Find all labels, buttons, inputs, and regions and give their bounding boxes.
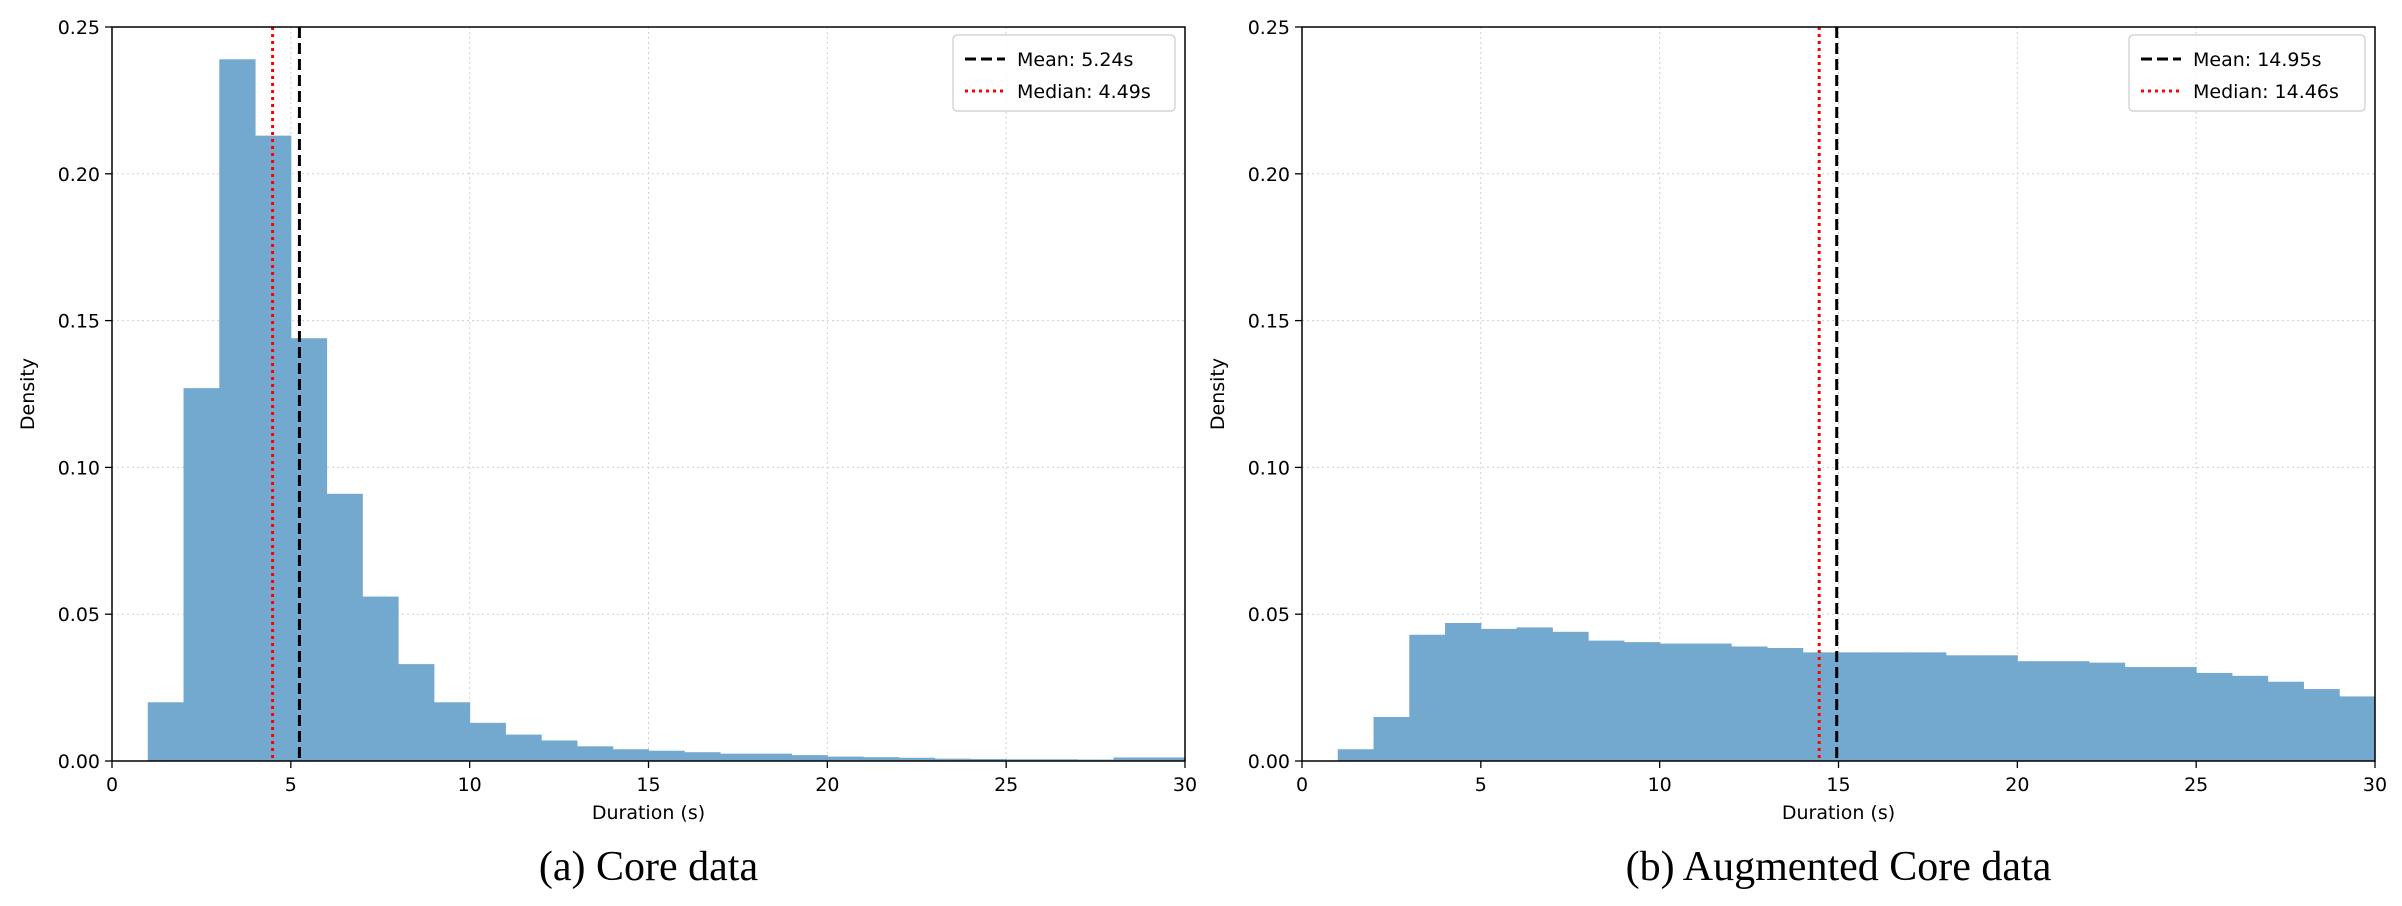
- chart-panel-1: 0 5 10 15 20 25 30 0.00 0.05 0.10 0.15 0.20 0.25 Dura…: [17, 17, 1197, 890]
- histogram-bar: [2196, 672, 2233, 761]
- y-axis-label: Density: [17, 358, 39, 430]
- legend-box: [952, 34, 1176, 112]
- histogram-bar: [398, 664, 435, 761]
- x-tick-label: 0: [1296, 774, 1308, 796]
- histogram-bar: [648, 750, 685, 761]
- legend-entry: Mean: 5.24s: [1017, 49, 1133, 71]
- legend-box: [2128, 34, 2366, 112]
- histogram-bar: [1731, 646, 1768, 761]
- x-tick-label: 10: [458, 774, 482, 796]
- histogram-bar: [219, 59, 256, 761]
- x-tick-label: 10: [1648, 774, 1672, 796]
- y-tick-label: 0.10: [58, 457, 100, 479]
- histogram-bar: [433, 702, 471, 761]
- y-tick-label: 0.15: [58, 311, 100, 333]
- histogram-bar: [2088, 662, 2126, 761]
- histogram-bar: [1981, 655, 2018, 761]
- chart-panel-2: 0 5 10 15 20 25 30 0.00 0.05 0.10 0.15 0.20 0.25 Dura…: [1207, 17, 2387, 890]
- histogram-bar: [541, 740, 578, 761]
- histogram-bar: [2339, 696, 2376, 761]
- histogram-bar: [791, 755, 828, 761]
- histogram-bar: [1910, 652, 1947, 761]
- legend: Mean: 5.24s Median: 4.49s: [952, 34, 1176, 112]
- panel-caption: (b) Augmented Core data: [1626, 844, 2052, 890]
- y-tick-label: 0.20: [58, 164, 100, 186]
- x-axis-label: Duration (s): [592, 802, 705, 824]
- histogram-bar: [970, 758, 1007, 761]
- histogram-bar: [934, 758, 971, 761]
- histogram-bar: [1516, 627, 1553, 761]
- x-tick-label: 20: [815, 774, 839, 796]
- x-tick-label: 20: [2005, 774, 2029, 796]
- x-tick-label: 30: [1173, 774, 1197, 796]
- histogram-bar: [1659, 643, 1696, 761]
- histogram-bar: [1695, 643, 1732, 761]
- x-tick-label: 25: [2184, 774, 2208, 796]
- histogram-bar: [827, 756, 864, 761]
- histogram-bar: [1337, 749, 1375, 761]
- histogram-bar: [576, 746, 614, 761]
- y-tick-label: 0.05: [58, 604, 100, 626]
- histogram-bar: [183, 388, 220, 761]
- histogram-bar: [2017, 661, 2054, 761]
- histogram-bar: [863, 757, 900, 761]
- legend-entry: Median: 4.49s: [1017, 81, 1151, 103]
- histogram-bar: [2160, 667, 2197, 761]
- y-tick-label: 0.10: [1248, 457, 1290, 479]
- y-tick-label: 0.25: [1248, 17, 1290, 39]
- y-tick-label: 0.25: [58, 17, 100, 39]
- histogram-bar: [1006, 759, 1043, 761]
- histogram-bar: [2124, 667, 2161, 761]
- x-tick-label: 30: [2363, 774, 2387, 796]
- histogram-bar: [720, 753, 757, 761]
- histogram-bar: [1874, 652, 1911, 761]
- histogram-bar: [1766, 647, 1804, 761]
- y-axis-label: Density: [1207, 358, 1229, 430]
- x-tick-label: 15: [1826, 774, 1850, 796]
- y-tick-label: 0.15: [1248, 311, 1290, 333]
- histogram-bar: [1802, 652, 1839, 761]
- histogram-bar: [1552, 631, 1589, 761]
- histogram-bar: [1041, 759, 1079, 761]
- histogram-bar: [2053, 661, 2090, 761]
- histogram-bar: [326, 493, 363, 761]
- histogram-bar: [2231, 675, 2269, 761]
- legend-entry: Median: 14.46s: [2193, 81, 2339, 103]
- histogram-bar: [1588, 640, 1625, 761]
- histogram-bar: [2303, 689, 2340, 761]
- histogram-bar: [1445, 623, 1482, 761]
- y-tick-label: 0.00: [58, 751, 100, 773]
- legend-entry: Mean: 14.95s: [2193, 49, 2322, 71]
- histogram-bar: [505, 734, 542, 761]
- histogram-bar: [755, 753, 793, 761]
- histogram-bar: [1113, 757, 1150, 761]
- histogram-bar: [1945, 655, 1983, 761]
- histogram-bar: [2267, 681, 2304, 761]
- histogram-bar: [147, 702, 185, 761]
- x-axis-label: Duration (s): [1782, 802, 1895, 824]
- y-tick-label: 0.05: [1248, 604, 1290, 626]
- histogram-bar: [290, 338, 328, 761]
- legend: Mean: 14.95s Median: 14.46s: [2128, 34, 2366, 112]
- x-tick-label: 5: [285, 774, 297, 796]
- histogram-bar: [1623, 642, 1661, 761]
- histogram-bar: [898, 757, 936, 761]
- histogram-bar: [1149, 757, 1186, 761]
- histogram-bar: [1373, 716, 1410, 761]
- histogram-bar: [612, 749, 649, 761]
- x-tick-label: 25: [994, 774, 1018, 796]
- x-tick-label: 0: [106, 774, 118, 796]
- histogram-bar: [1480, 628, 1518, 761]
- y-tick-label: 0.00: [1248, 751, 1290, 773]
- y-tick-label: 0.20: [1248, 164, 1290, 186]
- panel-caption: (a) Core data: [539, 844, 759, 890]
- x-tick-label: 5: [1475, 774, 1487, 796]
- x-tick-label: 15: [636, 774, 660, 796]
- histogram-bar: [362, 596, 399, 761]
- histogram-bar: [1409, 634, 1446, 761]
- histogram-bar: [469, 722, 506, 761]
- histogram-bar: [684, 752, 721, 761]
- histogram-bar: [1838, 652, 1875, 761]
